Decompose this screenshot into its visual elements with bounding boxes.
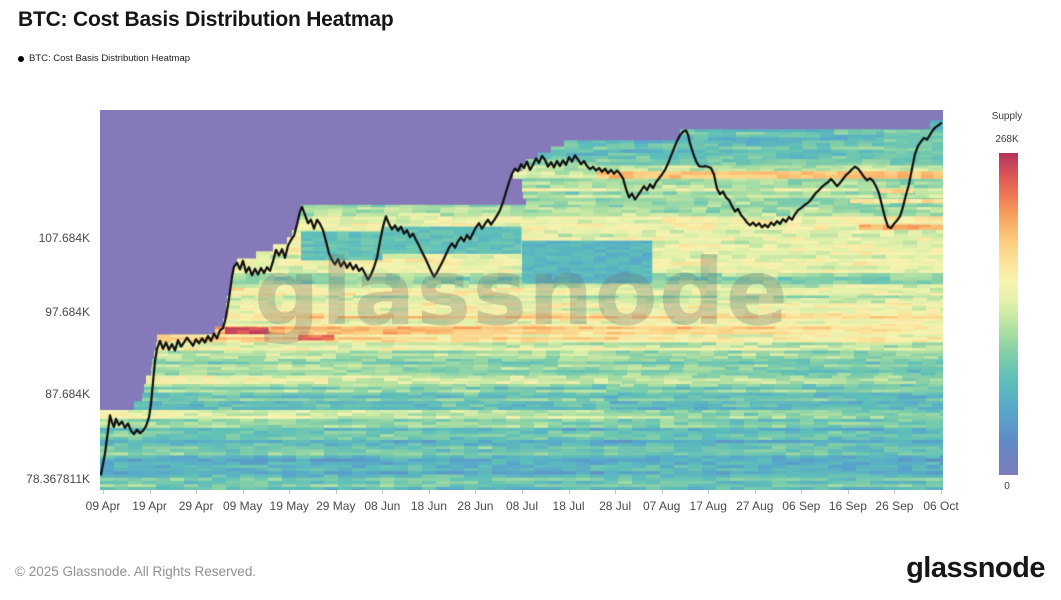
x-axis-tick-mark (615, 490, 617, 494)
x-axis-tick-mark (382, 490, 384, 494)
x-axis-tick-mark (242, 490, 244, 494)
x-axis-tick-mark (103, 490, 104, 494)
x-axis-tick-label: 17 Aug (689, 499, 727, 513)
x-axis-tick-label: 27 Aug (736, 499, 774, 513)
x-axis-tick-label: 06 Oct (923, 499, 959, 513)
x-axis-tick-label: 19 May (269, 499, 309, 513)
x-axis-tick-mark (568, 490, 570, 494)
x-axis-tick-label: 06 Sep (782, 499, 821, 513)
colorbar-title: Supply (991, 111, 1023, 122)
colorbar-min-label: 0 (1004, 481, 1010, 492)
legend-dot-icon (18, 55, 24, 62)
y-axis-tick-label: 78.367811K (26, 471, 90, 486)
chart-title: BTC: Cost Basis Distribution Heatmap (18, 8, 394, 31)
y-axis-tick-label: 107.684K (38, 230, 90, 245)
heatmap-canvas[interactable] (100, 110, 943, 490)
x-axis-tick-label: 18 Jun (410, 499, 447, 513)
glassnode-logo: glassnode (906, 552, 1045, 584)
x-axis-tick-label: 28 Jul (599, 499, 632, 513)
x-axis-tick-label: 07 Aug (642, 499, 681, 513)
x-axis-tick-mark (475, 490, 477, 494)
colorbar-gradient (999, 153, 1018, 475)
x-axis-tick-mark (801, 490, 803, 494)
x-axis-tick-mark (522, 490, 523, 494)
colorbar-max-label: 268K (995, 134, 1019, 145)
x-axis-tick-label: 16 Sep (828, 499, 867, 513)
x-axis-tick-label: 26 Sep (875, 499, 914, 513)
x-axis-tick-label: 09 Apr (85, 499, 121, 513)
y-axis-tick-label: 87.684K (45, 386, 90, 401)
x-axis-tick-mark (196, 490, 198, 494)
x-axis-tick-mark (661, 490, 663, 494)
x-axis-tick-mark (289, 490, 291, 494)
x-axis-tick-label: 29 May (316, 499, 356, 513)
x-axis-tick-label: 08 Jun (364, 499, 401, 513)
x-axis-tick-mark (335, 490, 337, 494)
legend-item[interactable]: BTC: Cost Basis Distribution Heatmap (18, 53, 190, 64)
x-axis-tick-mark (941, 490, 942, 494)
x-axis-tick-mark (847, 490, 849, 494)
x-axis-tick-mark (894, 490, 896, 494)
x-axis-tick-mark (428, 490, 430, 494)
x-axis-tick-label: 28 Jun (457, 499, 494, 513)
x-axis-tick-label: 19 Apr (132, 499, 167, 513)
footer-copyright: © 2025 Glassnode. All Rights Reserved. (15, 564, 257, 579)
x-axis-tick-mark (754, 490, 756, 494)
x-axis-tick-mark (708, 490, 710, 494)
x-axis-tick-label: 18 Jul (552, 499, 585, 513)
x-axis-tick-label: 09 May (222, 499, 263, 513)
legend-label: BTC: Cost Basis Distribution Heatmap (29, 53, 191, 64)
x-axis-tick-label: 29 Apr (178, 499, 214, 513)
y-axis-tick-label: 97.684K (45, 304, 90, 319)
chart-area: glassnode (100, 110, 943, 490)
x-axis-tick-label: 08 Jul (505, 499, 539, 513)
x-axis-tick-mark (149, 490, 151, 494)
